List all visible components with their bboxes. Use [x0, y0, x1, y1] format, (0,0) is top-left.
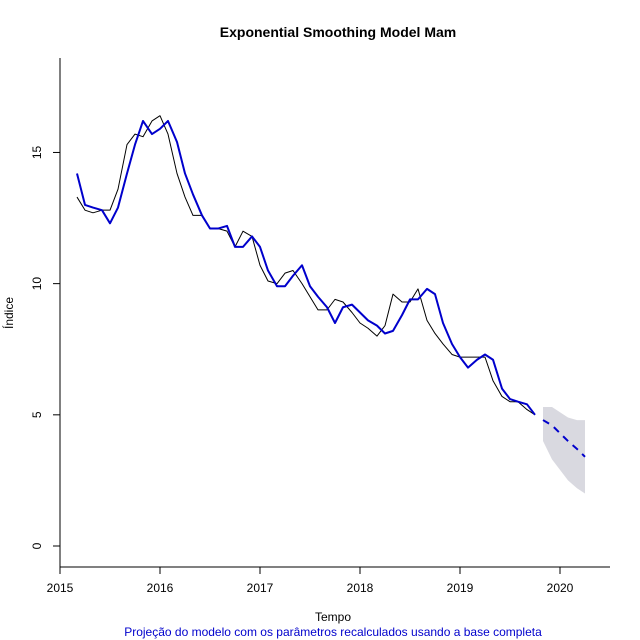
y-tick-label: 5 [30, 411, 44, 418]
y-tick-label: 0 [30, 542, 44, 549]
x-axis-label: Tempo [315, 610, 351, 624]
y-tick-label: 10 [30, 277, 44, 291]
actual-line [76, 115, 536, 416]
x-tick-label: 2015 [47, 581, 74, 595]
x-tick-label: 2016 [147, 581, 174, 595]
x-tick-label: 2017 [247, 581, 274, 595]
axes: 0 5 10 15 2015 2016 2017 2018 2019 2020 [30, 58, 610, 595]
fitted-line [76, 119, 536, 416]
chart-caption: Projeção do modelo com os parâmetros rec… [124, 625, 542, 639]
forecast-interval [543, 406, 585, 494]
plot-area [76, 115, 586, 494]
x-tick-label: 2019 [447, 581, 474, 595]
chart-title: Exponential Smoothing Model Mam [220, 24, 456, 40]
y-axis-label: Índice [1, 297, 16, 329]
x-tick-label: 2018 [347, 581, 374, 595]
y-tick-label: 15 [30, 145, 44, 159]
forecast-line [542, 419, 586, 458]
x-tick-label: 2020 [547, 581, 574, 595]
